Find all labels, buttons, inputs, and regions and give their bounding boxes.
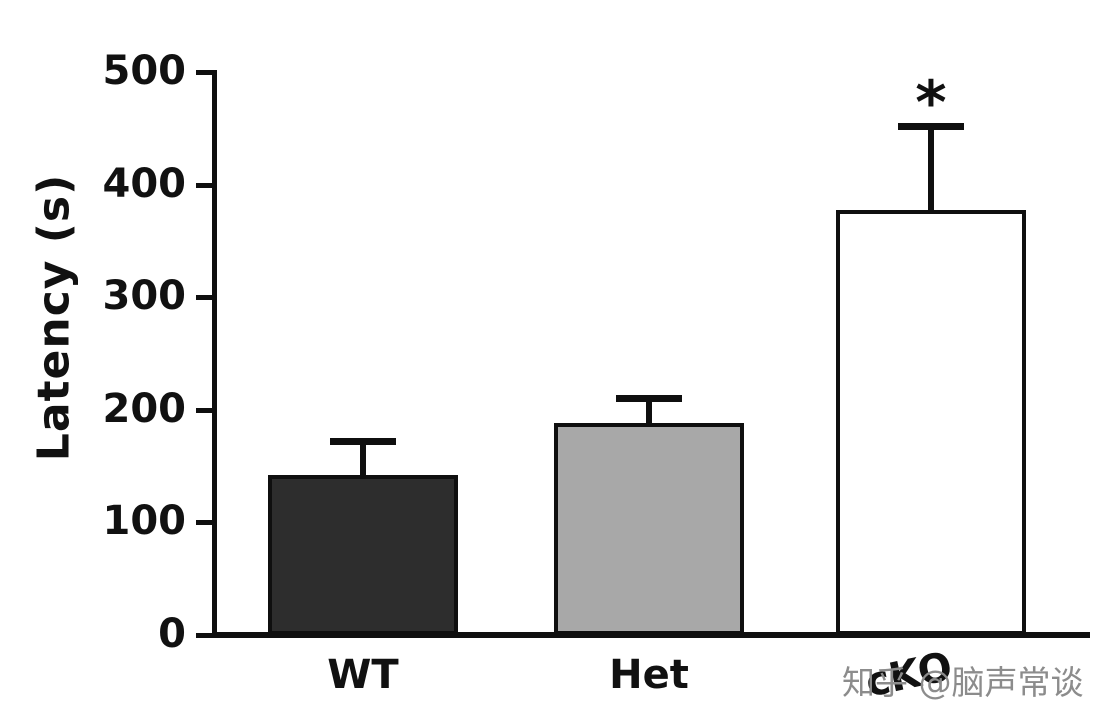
y-tick-label: 100: [102, 498, 187, 545]
y-tick-mark: [196, 70, 212, 75]
y-tick-label: 300: [102, 273, 187, 320]
error-bar-cap-het: [616, 395, 682, 403]
bar-cko: [836, 210, 1026, 635]
y-tick-label: 500: [102, 48, 187, 94]
error-bar-line-wt: [360, 437, 366, 480]
y-tick-mark: [196, 633, 212, 638]
y-tick-mark: [196, 295, 212, 301]
y-tick-label: 0: [158, 611, 186, 657]
bar-wt: [268, 475, 458, 635]
y-tick-mark: [196, 182, 212, 188]
bar-het: [554, 423, 744, 635]
y-tick-mark: [196, 520, 212, 526]
x-label-het: Het: [609, 652, 689, 698]
error-bar-line-het: [646, 395, 652, 428]
error-bar-cap-cko: [898, 122, 964, 130]
x-label-wt: WT: [327, 652, 399, 698]
error-bar-line-cko: [928, 122, 934, 215]
y-tick-label: 400: [102, 160, 187, 207]
y-axis-line: [212, 70, 217, 638]
y-tick-label: 200: [102, 385, 187, 432]
y-tick-mark: [196, 407, 212, 413]
watermark: 知乎 @脑声常谈: [842, 663, 1084, 702]
significance-star: *: [915, 67, 947, 138]
x-axis-line: [212, 632, 1090, 638]
error-bar-cap-wt: [330, 437, 396, 445]
